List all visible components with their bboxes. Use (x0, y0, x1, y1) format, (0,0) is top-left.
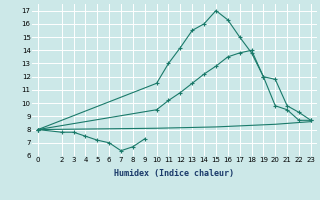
X-axis label: Humidex (Indice chaleur): Humidex (Indice chaleur) (115, 169, 234, 178)
